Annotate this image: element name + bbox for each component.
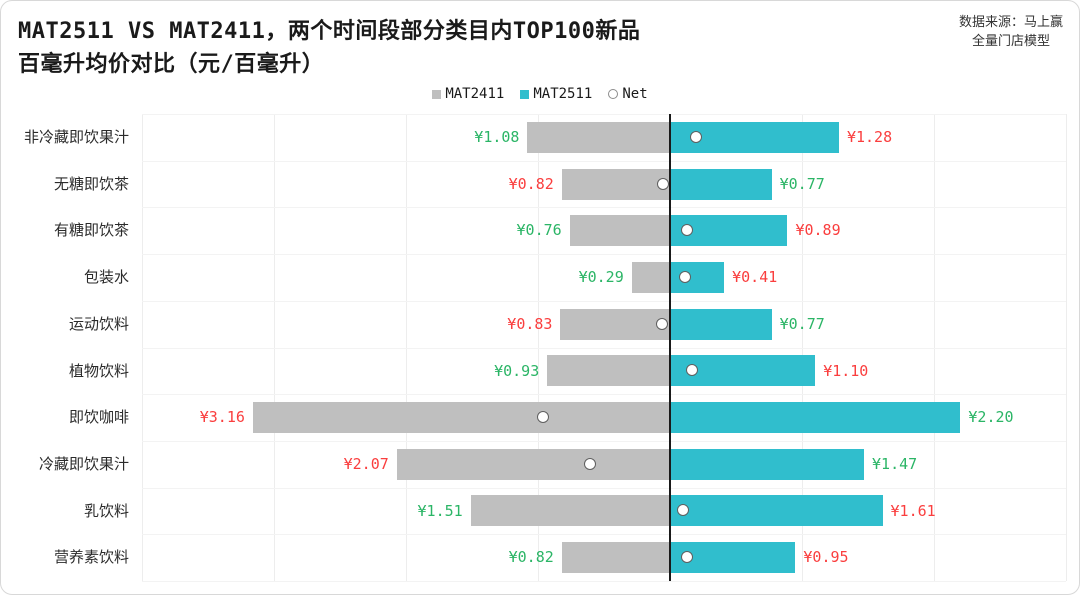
row-separator: [142, 440, 1066, 442]
zero-axis-line: [669, 114, 671, 581]
value-label-mat2411: ¥3.16: [199, 408, 245, 427]
value-label-mat2511: ¥0.95: [803, 548, 849, 567]
legend-label-mat2411: MAT2411: [445, 86, 505, 102]
net-marker: [536, 411, 549, 424]
bar-mat2511: [670, 168, 772, 200]
bar-mat2411: [561, 542, 670, 574]
net-marker: [655, 317, 668, 330]
legend: MAT2411 MAT2511 Net: [1, 86, 1079, 102]
row-separator: [142, 347, 1066, 349]
source-line-2: 全量门店模型: [971, 34, 1050, 49]
category-label: 植物饮料: [68, 361, 129, 380]
data-source: 数据来源：马上赢 全量门店模型: [959, 13, 1063, 51]
category-label: 营养素饮料: [53, 548, 129, 567]
net-marker: [584, 457, 597, 470]
row-separator: [142, 207, 1066, 209]
bar-mat2511: [670, 448, 865, 480]
chart-title: MAT2511 VS MAT2411，两个时间段部分类目内TOP100新品 百毫…: [18, 15, 640, 81]
bar-mat2411: [631, 261, 670, 293]
title-line-2: 百毫升均价对比（元/百毫升）: [18, 52, 325, 77]
bar-mat2511: [670, 495, 883, 527]
category-label: 包装水: [83, 268, 129, 287]
net-marker: [680, 551, 693, 564]
value-label-mat2411: ¥0.29: [578, 268, 624, 287]
value-label-mat2411: ¥0.82: [508, 548, 554, 567]
row-separator: [142, 114, 1066, 115]
legend-item-mat2411: MAT2411: [432, 86, 504, 102]
net-circle-icon: [608, 89, 619, 99]
value-label-mat2511: ¥2.20: [968, 408, 1014, 427]
bar-mat2411: [569, 215, 670, 247]
value-label-mat2511: ¥0.41: [732, 268, 778, 287]
row-separator: [142, 160, 1066, 162]
legend-item-mat2511: MAT2511: [520, 86, 592, 102]
net-marker: [680, 224, 693, 237]
value-label-mat2411: ¥0.76: [516, 221, 562, 240]
net-marker: [656, 177, 669, 190]
legend-label-net: Net: [622, 86, 648, 102]
row-separator: [142, 487, 1066, 489]
net-marker: [685, 364, 698, 377]
category-label: 非冷藏即饮果汁: [23, 128, 129, 146]
value-label-mat2411: ¥0.93: [494, 361, 540, 380]
value-label-mat2511: ¥1.10: [823, 361, 869, 380]
bar-mat2411: [470, 495, 670, 527]
value-label-mat2411: ¥0.83: [507, 314, 553, 333]
value-label-mat2411: ¥2.07: [343, 454, 389, 473]
title-line-1: MAT2511 VS MAT2411，两个时间段部分类目内TOP100新品: [18, 19, 641, 44]
value-label-mat2511: ¥1.47: [872, 454, 918, 473]
value-label-mat2411: ¥1.51: [417, 501, 463, 520]
value-label-mat2511: ¥1.28: [846, 128, 893, 146]
row-separator: [142, 534, 1066, 536]
net-marker: [679, 270, 692, 283]
row-separator: [142, 581, 1066, 582]
plot-area: 非冷藏即饮果汁 ¥1.08 ¥1.28 无糖即饮茶 ¥0.82 ¥0.77 有糖即饮茶 ¥0.…: [1, 114, 1079, 582]
category-label: 乳饮料: [83, 501, 129, 520]
category-label: 运动饮料: [68, 314, 129, 333]
category-label: 冷藏即饮果汁: [38, 454, 129, 473]
legend-label-mat2511: MAT2511: [533, 86, 593, 102]
net-marker: [689, 130, 702, 143]
mat2411-square-icon: [432, 89, 442, 99]
value-label-mat2511: ¥0.77: [779, 314, 825, 333]
value-label-mat2511: ¥1.61: [890, 501, 936, 520]
bar-mat2411: [252, 402, 670, 434]
bar-mat2511: [670, 308, 772, 340]
category-label: 即饮咖啡: [68, 408, 129, 427]
bar-mat2411: [560, 308, 670, 340]
bar-mat2511: [670, 261, 725, 293]
legend-item-net: Net: [608, 86, 648, 102]
net-marker: [676, 504, 689, 517]
row-separator: [142, 394, 1066, 396]
gridline: [1066, 114, 1067, 581]
bar-mat2411: [527, 121, 670, 153]
category-label: 有糖即饮茶: [53, 221, 129, 240]
bar-mat2411: [396, 448, 670, 480]
bar-mat2411: [547, 355, 670, 387]
value-label-mat2411: ¥0.82: [508, 174, 554, 193]
bar-mat2411: [561, 168, 670, 200]
row-separator: [142, 254, 1066, 256]
source-line-1: 数据来源：马上赢: [958, 15, 1063, 30]
bar-mat2511: [670, 402, 961, 434]
value-label-mat2411: ¥1.08: [474, 128, 520, 146]
category-label: 无糖即饮茶: [53, 174, 129, 193]
mat2511-square-icon: [520, 89, 530, 99]
row-separator: [142, 300, 1066, 302]
value-label-mat2511: ¥0.89: [795, 221, 841, 240]
value-label-mat2511: ¥0.77: [779, 174, 825, 193]
